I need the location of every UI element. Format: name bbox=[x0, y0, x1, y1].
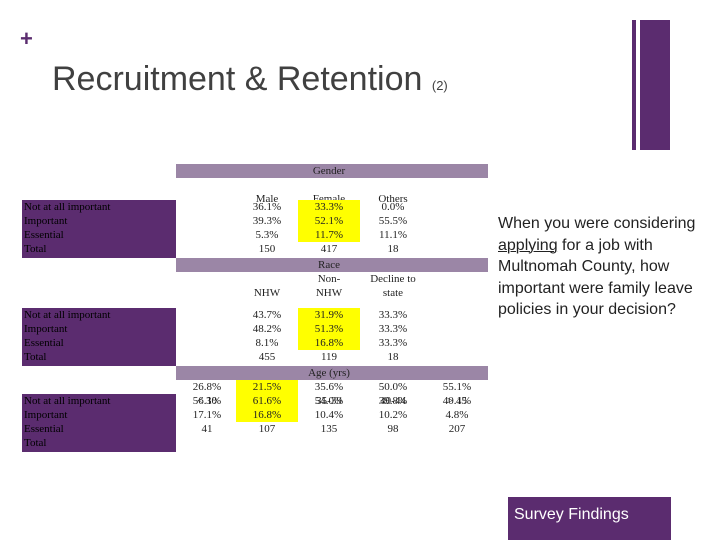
table-cell: 11.1% bbox=[378, 229, 407, 241]
row-label: Important bbox=[24, 323, 68, 335]
column-header: > 45 bbox=[447, 395, 467, 407]
table-cell: 5.3% bbox=[255, 229, 279, 241]
plus-icon: + bbox=[20, 26, 33, 51]
table-cell: 61.6% bbox=[236, 394, 298, 408]
row-label: Total bbox=[24, 243, 47, 255]
row-label-block: Not at all important Important Essential To… bbox=[22, 308, 176, 366]
table-cell: 31.9% bbox=[298, 308, 360, 322]
row-label: Total bbox=[24, 437, 47, 449]
table-cell: 41 bbox=[201, 423, 213, 435]
table-cell: 10.2% bbox=[378, 409, 408, 421]
survey-question: When you were considering applying for a… bbox=[498, 213, 703, 321]
table-cell: 18 bbox=[387, 351, 399, 363]
table-cell: 35.6% bbox=[314, 381, 344, 393]
header-band bbox=[176, 258, 488, 272]
table-cell: 33.3% bbox=[378, 323, 408, 335]
table-cell: 43.7% bbox=[252, 309, 282, 321]
row-label: Total bbox=[24, 351, 47, 363]
table-cell: 11.7% bbox=[298, 228, 360, 242]
table-cell: 33.3% bbox=[378, 337, 408, 349]
column-header: < 30 bbox=[197, 395, 217, 407]
table-cell: 51.3% bbox=[298, 322, 360, 336]
column-header: Decline to state bbox=[370, 273, 416, 299]
row-label: Not at all important bbox=[24, 395, 111, 407]
header-band bbox=[176, 164, 488, 178]
table-cell: 98 bbox=[387, 423, 399, 435]
table-cell: 26.8% bbox=[192, 381, 222, 393]
table-cell: 55.1% bbox=[442, 381, 472, 393]
column-header: Non- NHW bbox=[315, 273, 343, 299]
table-cell: 0.0% bbox=[381, 201, 405, 213]
row-label-block: Not at all important Important Essential To… bbox=[22, 394, 176, 452]
column-header: 35-39 bbox=[316, 395, 342, 407]
table-cell: 17.1% bbox=[192, 409, 222, 421]
table-cell: 119 bbox=[320, 351, 338, 363]
table-cell: 16.8% bbox=[236, 408, 298, 422]
slide-title-suffix: (2) bbox=[431, 78, 448, 93]
column-header: Others bbox=[378, 193, 408, 205]
table-cell: 8.1% bbox=[255, 337, 279, 349]
column-header: 40-44 bbox=[380, 395, 406, 407]
slide-title-text: Recruitment & Retention bbox=[52, 60, 423, 98]
table-cell: 21.5% bbox=[236, 380, 298, 394]
table-cell: 50.0% bbox=[378, 381, 408, 393]
row-label: Important bbox=[24, 409, 68, 421]
table-cell: 455 bbox=[258, 351, 276, 363]
column-header: Male bbox=[255, 193, 279, 205]
column-header: NHW bbox=[253, 287, 281, 299]
group-label: Gender bbox=[312, 165, 346, 177]
table-cell: 39.3% bbox=[252, 215, 282, 227]
table-cell: 36.1% bbox=[252, 201, 282, 213]
question-text-underlined: applying bbox=[498, 236, 558, 254]
accent-bar-thick bbox=[640, 20, 670, 150]
table-cell: 40.1% bbox=[442, 395, 472, 407]
table-cell: 135 bbox=[320, 423, 338, 435]
footer-box bbox=[508, 497, 671, 540]
row-label: Essential bbox=[24, 229, 64, 241]
table-cell: 16.8% bbox=[298, 336, 360, 350]
table-cell: 150 bbox=[258, 243, 276, 255]
table-cell: 4.8% bbox=[445, 409, 469, 421]
footer-label: Survey Findings bbox=[514, 506, 629, 523]
accent-bar-thin bbox=[632, 20, 636, 150]
group-label: Age (yrs) bbox=[308, 367, 350, 379]
table-cell: 207 bbox=[448, 423, 466, 435]
question-text-start: When you were considering bbox=[498, 215, 696, 232]
table-cell: 417 bbox=[320, 243, 338, 255]
table-cell: 55.5% bbox=[378, 215, 408, 227]
row-label: Important bbox=[24, 215, 68, 227]
table-cell: 33.3% bbox=[298, 200, 360, 214]
table-cell: 52.1% bbox=[298, 214, 360, 228]
group-label: Race bbox=[318, 259, 340, 271]
row-label-block: Not at all important Important Essential To… bbox=[22, 200, 176, 258]
table-cell: 10.4% bbox=[314, 409, 344, 421]
table-cell: 54.0% bbox=[314, 395, 344, 407]
row-label: Essential bbox=[24, 423, 64, 435]
row-label: Not at all important bbox=[24, 309, 111, 321]
header-band bbox=[176, 366, 488, 380]
slide-title: Recruitment & Retention (2) bbox=[52, 60, 448, 99]
question-text-end: for a job with Multnomah County, how imp… bbox=[498, 236, 693, 319]
table-cell: 107 bbox=[258, 423, 276, 435]
table-cell: 48.2% bbox=[252, 323, 282, 335]
table-cell: 33.3% bbox=[378, 309, 408, 321]
table-cell: 18 bbox=[387, 243, 399, 255]
row-label: Essential bbox=[24, 337, 64, 349]
row-label: Not at all important bbox=[24, 201, 111, 213]
table-cell: 56.1% bbox=[192, 395, 222, 407]
table-cell: 39.8% bbox=[378, 395, 408, 407]
